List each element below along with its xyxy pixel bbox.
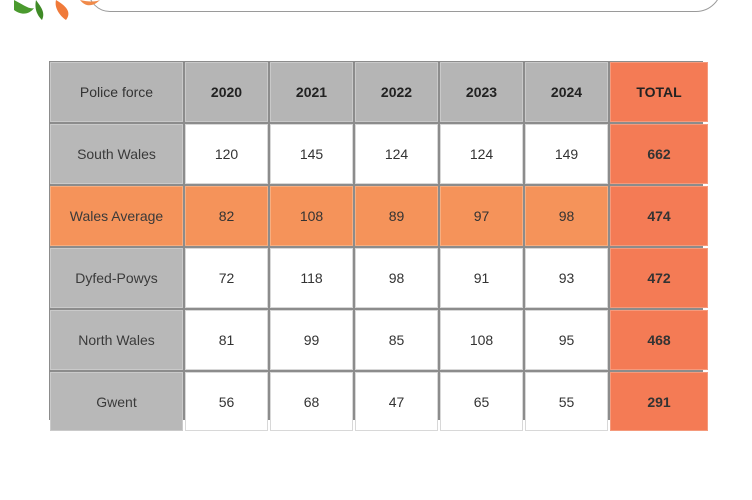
table-cell: 91: [440, 248, 523, 308]
row-label: Wales Average: [50, 186, 183, 246]
header-year: 2021: [270, 62, 353, 122]
table-cell: 149: [525, 124, 608, 184]
table-cell: 98: [355, 248, 438, 308]
table-cell: 124: [355, 124, 438, 184]
table-cell: 97: [440, 186, 523, 246]
table-cell: 145: [270, 124, 353, 184]
header-total: TOTAL: [610, 62, 708, 122]
row-label: Dyfed-Powys: [50, 248, 183, 308]
header-police-force: Police force: [50, 62, 183, 122]
table-cell: 108: [270, 186, 353, 246]
table-cell: 124: [440, 124, 523, 184]
police-force-table: Police force 2020 2021 2022 2023 2024 TO…: [49, 61, 708, 431]
table-cell: 85: [355, 310, 438, 370]
row-total: 291: [610, 372, 708, 431]
table-cell: 99: [270, 310, 353, 370]
header-year: 2020: [185, 62, 268, 122]
table-cell: 118: [270, 248, 353, 308]
row-label: South Wales: [50, 124, 183, 184]
table-cell: 55: [525, 372, 608, 431]
row-total: 468: [610, 310, 708, 370]
row-total: 474: [610, 186, 708, 246]
row-total: 662: [610, 124, 708, 184]
table-cell: 72: [185, 248, 268, 308]
table-cell: 68: [270, 372, 353, 431]
leaf-logo-icon: [14, 0, 100, 20]
table-cell: 65: [440, 372, 523, 431]
table-cell: 56: [185, 372, 268, 431]
header-year: 2022: [355, 62, 438, 122]
table-cell: 81: [185, 310, 268, 370]
table-cell: 95: [525, 310, 608, 370]
table-cell: 108: [440, 310, 523, 370]
row-label: North Wales: [50, 310, 183, 370]
table-cell: 89: [355, 186, 438, 246]
table-cell: 47: [355, 372, 438, 431]
table-cell: 82: [185, 186, 268, 246]
table-cell: 120: [185, 124, 268, 184]
table-cell: 98: [525, 186, 608, 246]
table-cell: 93: [525, 248, 608, 308]
header-year: 2023: [440, 62, 523, 122]
row-total: 472: [610, 248, 708, 308]
row-label: Gwent: [50, 372, 183, 431]
header-year: 2024: [525, 62, 608, 122]
header-banner-frame: [88, 0, 722, 12]
